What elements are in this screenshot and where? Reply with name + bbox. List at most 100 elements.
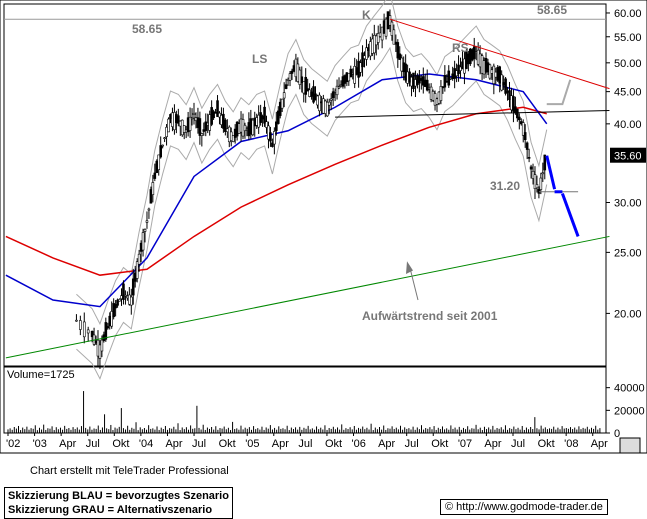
x-tick-label: Apr	[591, 438, 608, 450]
candle-body	[122, 283, 125, 300]
candle-body	[98, 344, 102, 359]
candle-body	[425, 79, 429, 91]
pattern-label-k: K	[362, 8, 371, 22]
x-tick-label: '08	[564, 438, 578, 450]
y-tick-label: 30.00	[614, 198, 642, 210]
y-tick-label: 45.00	[614, 87, 642, 99]
candle-body	[86, 329, 90, 334]
candle-body	[116, 299, 119, 306]
downtrend-line	[389, 18, 610, 90]
x-tick-label: Jul	[511, 438, 525, 450]
candle-body	[265, 121, 268, 128]
candle-body	[275, 121, 278, 131]
x-tick-label: '05	[245, 438, 259, 450]
candle-body	[204, 121, 208, 131]
candle-body	[278, 101, 282, 116]
moving-average-mid	[5, 73, 548, 308]
candle-body	[390, 21, 394, 36]
price-label-high-left: 58.65	[132, 22, 162, 36]
x-tick-label: Apr	[165, 438, 182, 450]
x-tick-label: '06	[352, 438, 366, 450]
x-tick-label: Apr	[59, 438, 76, 450]
candle-body	[282, 92, 286, 99]
candle-body	[512, 96, 515, 112]
candle-body	[157, 154, 161, 170]
candle-body	[523, 132, 527, 141]
candle-body	[75, 319, 78, 322]
neckline	[335, 110, 610, 118]
candle-body	[527, 157, 531, 159]
candle-body	[135, 261, 139, 279]
pattern-label-ls: LS	[252, 52, 267, 66]
upper-band	[76, 0, 548, 326]
candle-body	[398, 53, 402, 60]
candle-body	[269, 132, 272, 142]
candle-body	[521, 122, 525, 136]
candle-body	[106, 326, 110, 329]
candle-body	[112, 303, 115, 318]
stock-chart: 60.00 55.00 50.00 45.00 40.00 30.00 25.00 20.00…	[0, 0, 647, 454]
candle-body	[212, 111, 215, 119]
y-tick-label: 25.00	[614, 247, 642, 259]
last-price-label: 35.60	[614, 151, 642, 163]
candle-body	[190, 117, 194, 120]
candle-body	[525, 142, 529, 150]
price-label-high-right: 58.65	[537, 3, 567, 17]
annotation-arrow	[409, 268, 419, 301]
blue-scenario-segment	[545, 155, 557, 190]
website-url[interactable]: http://www.godmode-trader.de	[456, 501, 603, 513]
x-tick-label: '04	[139, 438, 153, 450]
x-tick-label: '02	[6, 438, 20, 450]
x-tick-label: Okt	[431, 438, 448, 450]
grey-scenario-path	[546, 79, 572, 106]
annotation-arrowhead	[406, 261, 413, 274]
candle-body	[529, 166, 533, 170]
candle-body	[90, 330, 94, 338]
volume-y-tick-label: 20000	[614, 405, 645, 417]
candle-body	[137, 253, 141, 265]
candle-body	[200, 133, 204, 136]
candle-body	[539, 177, 543, 190]
last-price-box	[610, 147, 646, 163]
x-tick-label: Okt	[325, 438, 342, 450]
x-tick-label: Jul	[192, 438, 206, 450]
x-tick-label: Jul	[405, 438, 419, 450]
candle-body	[359, 62, 362, 73]
outer-frame	[0, 0, 647, 454]
candle-body	[504, 78, 507, 94]
candle-body	[82, 321, 86, 338]
legend-blue-scenario: Skizzierung BLAU = bevorzugtes Szenario	[8, 490, 229, 502]
website-link[interactable]: © http://www.godmode-trader.de	[440, 499, 608, 515]
x-tick-label: '07	[458, 438, 472, 450]
candle-body	[284, 84, 288, 89]
candle-body	[147, 208, 151, 211]
candle-body	[216, 100, 219, 117]
candle-body	[143, 228, 147, 232]
price-panel	[3, 3, 607, 367]
candle-body	[365, 47, 368, 60]
volume-y-tick-label: 0	[614, 428, 620, 440]
candle-body	[124, 294, 127, 297]
candle-body	[535, 184, 539, 189]
candle-body	[533, 174, 537, 190]
x-tick-label: Okt	[112, 438, 129, 450]
candle-body	[392, 29, 396, 45]
candle-body	[151, 182, 155, 195]
candle-body	[329, 98, 333, 101]
chart-svg: 60.00 55.00 50.00 45.00 40.00 30.00 25.00 20.00…	[0, 0, 647, 454]
candle-body	[131, 278, 135, 296]
candle-body	[182, 125, 186, 133]
candle-body	[153, 172, 157, 179]
candle-body	[280, 98, 284, 109]
y-tick-label: 55.00	[614, 32, 642, 44]
volume-title: Volume=1725	[7, 369, 75, 381]
candle-body	[288, 73, 292, 81]
x-tick-label: Jul	[298, 438, 312, 450]
candle-body	[325, 101, 329, 117]
candle-body	[79, 320, 82, 330]
candle-body	[224, 119, 227, 132]
candle-body	[543, 154, 547, 171]
candle-body	[327, 101, 331, 106]
candle-body	[110, 311, 114, 327]
candle-body	[276, 110, 280, 124]
